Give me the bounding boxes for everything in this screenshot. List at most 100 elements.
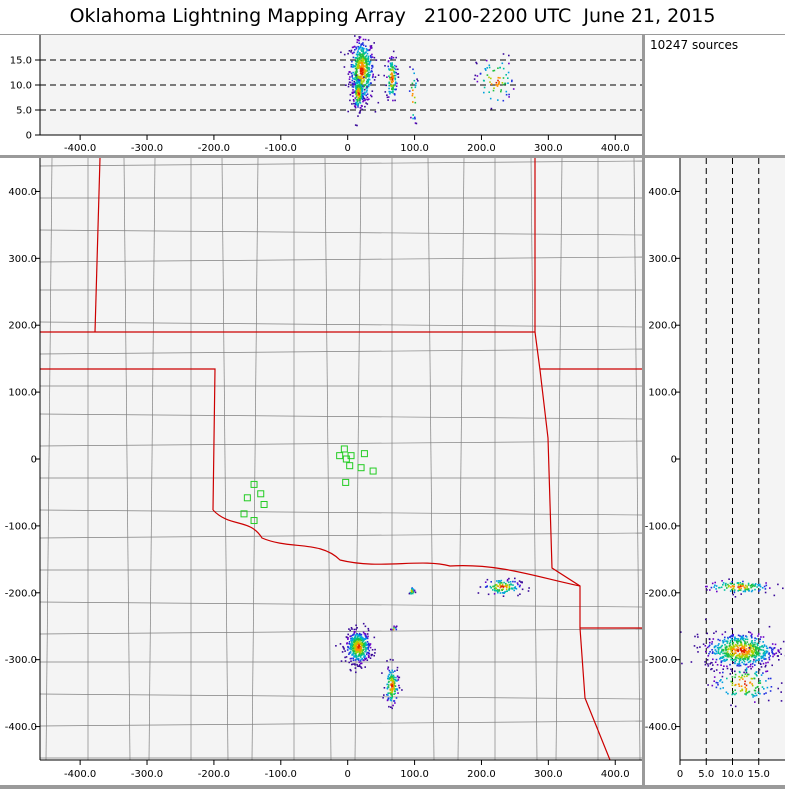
source-point <box>710 662 712 664</box>
source-point <box>370 647 372 649</box>
source-point <box>738 658 740 660</box>
source-point <box>751 634 753 636</box>
source-point <box>697 647 699 649</box>
source-point <box>358 62 360 64</box>
source-point <box>388 666 390 668</box>
source-point <box>360 652 362 654</box>
source-point <box>741 647 743 649</box>
source-point <box>717 647 719 649</box>
source-point <box>734 639 736 641</box>
source-point <box>712 651 714 653</box>
source-point <box>393 85 395 87</box>
source-point <box>748 644 750 646</box>
source-point <box>744 645 746 647</box>
source-point <box>362 649 364 651</box>
source-point <box>351 645 353 647</box>
source-point <box>356 42 358 44</box>
source-point <box>352 80 354 82</box>
source-point <box>365 638 367 640</box>
source-point <box>360 56 362 58</box>
source-point <box>764 645 766 647</box>
source-point <box>500 89 502 91</box>
y-tick-label: 0 <box>31 455 37 466</box>
source-point <box>755 647 757 649</box>
source-point <box>509 586 511 588</box>
source-point <box>759 659 761 661</box>
source-point <box>762 672 764 674</box>
source-point <box>740 640 742 642</box>
source-point <box>365 45 367 47</box>
source-point <box>722 672 724 674</box>
source-point <box>759 669 761 671</box>
source-point <box>747 653 749 655</box>
source-point <box>749 647 751 649</box>
y-tick-label: -200.0 <box>5 588 37 599</box>
source-point <box>772 656 774 658</box>
x-tick-label: 400.0 <box>601 143 630 154</box>
source-point <box>706 586 708 588</box>
source-point <box>350 652 352 654</box>
source-point <box>365 39 367 41</box>
source-point <box>412 118 414 120</box>
source-point <box>739 672 741 674</box>
source-point <box>351 50 353 52</box>
source-point <box>762 686 764 688</box>
source-point <box>775 644 777 646</box>
source-point <box>489 67 491 69</box>
y-tick-label: 100.0 <box>8 388 37 399</box>
source-point <box>735 661 737 663</box>
source-point <box>736 665 738 667</box>
source-point <box>348 662 350 664</box>
source-point <box>353 65 355 67</box>
source-point <box>756 695 758 697</box>
source-point <box>364 106 366 108</box>
source-point <box>777 688 779 690</box>
source-point <box>749 666 751 668</box>
source-point <box>499 582 501 584</box>
source-point <box>724 655 726 657</box>
source-point <box>724 639 726 641</box>
source-point <box>366 65 368 67</box>
source-point <box>712 583 714 585</box>
source-point <box>363 638 365 640</box>
source-point <box>391 629 393 631</box>
source-point <box>350 660 352 662</box>
source-point <box>353 57 355 59</box>
source-point <box>752 644 754 646</box>
source-point <box>394 702 396 704</box>
source-point <box>754 642 756 644</box>
source-point <box>737 643 739 645</box>
source-point <box>722 660 724 662</box>
source-point <box>344 66 346 68</box>
source-point <box>512 584 514 586</box>
source-point <box>474 78 476 80</box>
source-point <box>363 45 365 47</box>
source-point <box>742 581 744 583</box>
source-point <box>392 90 394 92</box>
source-point <box>740 584 742 586</box>
source-point <box>731 628 733 630</box>
source-point <box>363 660 365 662</box>
source-point <box>742 646 744 648</box>
source-point <box>357 115 359 117</box>
source-point <box>375 111 377 113</box>
source-point <box>409 90 411 92</box>
source-point <box>359 54 361 56</box>
source-point <box>507 82 509 84</box>
source-point <box>351 658 353 660</box>
source-point <box>498 590 500 592</box>
source-point <box>358 665 360 667</box>
source-point <box>748 631 750 633</box>
source-point <box>361 85 363 87</box>
source-point <box>374 57 376 59</box>
source-point <box>386 660 388 662</box>
source-point <box>363 623 365 625</box>
source-point <box>384 65 386 67</box>
source-point <box>392 64 394 66</box>
source-point <box>498 580 500 582</box>
source-point <box>487 579 489 581</box>
source-point <box>749 651 751 653</box>
source-point <box>355 647 357 649</box>
source-point <box>414 80 416 82</box>
source-point <box>737 651 739 653</box>
